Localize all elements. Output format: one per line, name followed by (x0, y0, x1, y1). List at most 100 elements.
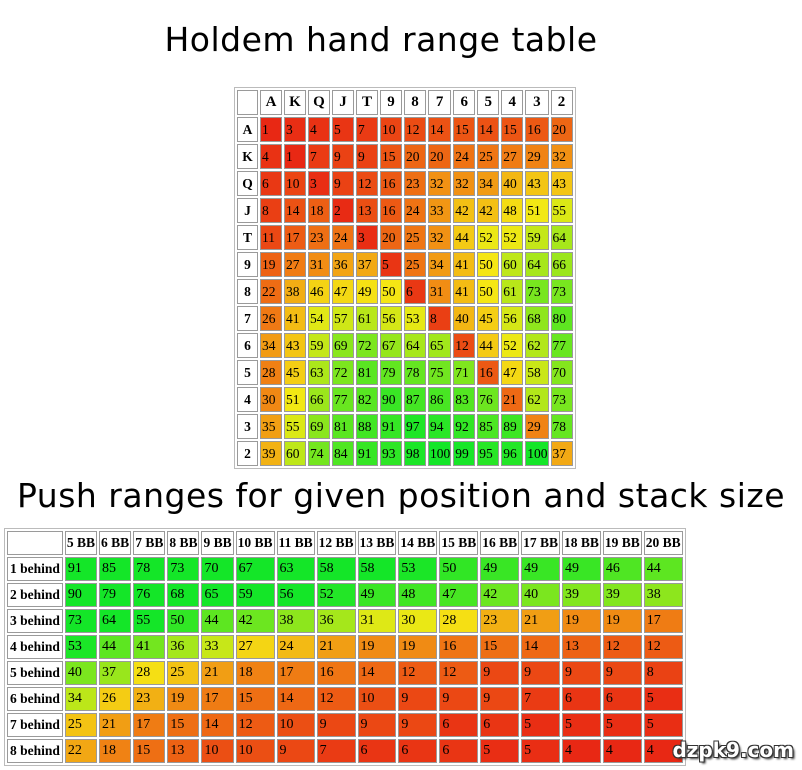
column-header: 7 BB (133, 531, 166, 555)
heatmap-cell: 53 (64, 635, 98, 659)
heatmap-cell: 19 (398, 635, 438, 659)
column-header: K (284, 90, 306, 115)
row-header: 3 (237, 414, 258, 439)
table-row: 7 26 41 54 57 61 56 53 8 40 45 56 68 80 (237, 306, 573, 331)
heatmap-cell: 37 (550, 441, 573, 466)
heatmap-cell: 29 (525, 144, 549, 169)
heatmap-cell: 60 (501, 252, 524, 277)
row-header: 2 (237, 441, 258, 466)
table-row: T 11 17 23 24 3 20 25 32 44 52 52 59 64 (237, 225, 573, 250)
heatmap-cell: 51 (284, 387, 306, 412)
heatmap-cell: 25 (167, 661, 200, 685)
heatmap-cell: 59 (525, 225, 549, 250)
heatmap-cell: 19 (602, 609, 642, 633)
heatmap-cell: 17 (284, 225, 306, 250)
heatmap-cell: 98 (404, 441, 426, 466)
heatmap-cell: 53 (404, 306, 426, 331)
heatmap-cell: 23 (404, 171, 426, 196)
heatmap-cell: 4 (308, 117, 330, 142)
heatmap-cell: 12 (439, 661, 479, 685)
heatmap-cell: 41 (453, 279, 476, 304)
heatmap-cell: 42 (477, 198, 500, 223)
column-header: 20 BB (643, 531, 683, 555)
heatmap-cell: 7 (521, 687, 560, 711)
row-header: J (237, 198, 258, 223)
heatmap-cell: 46 (308, 279, 330, 304)
heatmap-cell: 2 (332, 198, 354, 223)
heatmap-cell: 65 (428, 333, 452, 358)
heatmap-cell: 19 (260, 252, 282, 277)
heatmap-cell: 9 (356, 144, 378, 169)
heatmap-cell: 72 (356, 333, 378, 358)
row-header: K (237, 144, 258, 169)
heatmap-cell: 27 (501, 144, 524, 169)
heatmap-cell: 37 (356, 252, 378, 277)
heatmap-cell: 96 (501, 441, 524, 466)
row-header: 2 behind (7, 583, 63, 607)
column-header: 12 BB (316, 531, 356, 555)
heatmap-cell: 73 (550, 387, 573, 412)
heatmap-cell: 52 (477, 225, 500, 250)
heatmap-cell: 41 (133, 635, 166, 659)
heatmap-cell: 33 (428, 198, 452, 223)
heatmap-cell: 16 (380, 198, 402, 223)
heatmap-cell: 9 (480, 661, 520, 685)
heatmap-cell: 51 (525, 198, 549, 223)
heatmap-cell: 65 (201, 583, 234, 607)
heatmap-cell: 21 (521, 609, 560, 633)
heatmap-cell: 5 (332, 117, 354, 142)
heatmap-cell: 41 (284, 306, 306, 331)
table-row: 6 behind 34 26 23 19 17 15 14 12 10 9 9 9 7 6 6 5 (7, 687, 683, 711)
heatmap-cell: 73 (64, 609, 98, 633)
heatmap-cell: 54 (308, 306, 330, 331)
heatmap-cell: 61 (501, 279, 524, 304)
heatmap-cell: 27 (235, 635, 275, 659)
heatmap-cell: 20 (380, 225, 402, 250)
heatmap-cell: 9 (276, 739, 315, 763)
heatmap-cell: 16 (439, 635, 479, 659)
heatmap-cell: 14 (477, 117, 500, 142)
heatmap-cell: 18 (308, 198, 330, 223)
heatmap-cell: 56 (276, 583, 315, 607)
heatmap-cell: 48 (501, 198, 524, 223)
heatmap-cell: 12 (453, 333, 476, 358)
heatmap-cell: 10 (284, 171, 306, 196)
heatmap-cell: 77 (332, 387, 354, 412)
heatmap-cell: 67 (235, 557, 275, 581)
heatmap-cell: 9 (357, 713, 397, 737)
heatmap-cell: 100 (428, 441, 452, 466)
heatmap-cell: 44 (201, 609, 234, 633)
heatmap-cell: 21 (201, 661, 234, 685)
column-header: 15 BB (439, 531, 479, 555)
heatmap-cell: 56 (380, 306, 402, 331)
heatmap-cell: 12 (356, 171, 378, 196)
heatmap-cell: 36 (316, 609, 356, 633)
row-header: Q (237, 171, 258, 196)
heatmap-cell: 15 (380, 144, 402, 169)
heatmap-cell: 22 (64, 739, 98, 763)
heatmap-cell: 64 (404, 333, 426, 358)
heatmap-cell: 3 (308, 171, 330, 196)
row-header: A (237, 117, 258, 142)
heatmap-cell: 9 (439, 687, 479, 711)
column-header: 17 BB (521, 531, 560, 555)
heatmap-cell: 48 (398, 583, 438, 607)
row-header: 7 (237, 306, 258, 331)
heatmap-cell: 29 (525, 414, 549, 439)
heatmap-cell: 59 (308, 333, 330, 358)
heatmap-cell: 5 (521, 713, 560, 737)
heatmap-cell: 39 (561, 583, 601, 607)
heatmap-cell: 52 (501, 225, 524, 250)
table-row: 7 behind 25 21 17 15 14 12 10 9 9 9 6 6 5 5 5 5 (7, 713, 683, 737)
heatmap-cell: 12 (235, 713, 275, 737)
heatmap-cell: 9 (398, 713, 438, 737)
heatmap-cell: 49 (356, 279, 378, 304)
heatmap-cell: 25 (64, 713, 98, 737)
row-header: 7 behind (7, 713, 63, 737)
row-header: 8 (237, 279, 258, 304)
row-header: 6 behind (7, 687, 63, 711)
heatmap-cell: 74 (308, 441, 330, 466)
heatmap-cell: 5 (602, 713, 642, 737)
heatmap-cell: 72 (332, 360, 354, 385)
heatmap-cell: 68 (525, 306, 549, 331)
